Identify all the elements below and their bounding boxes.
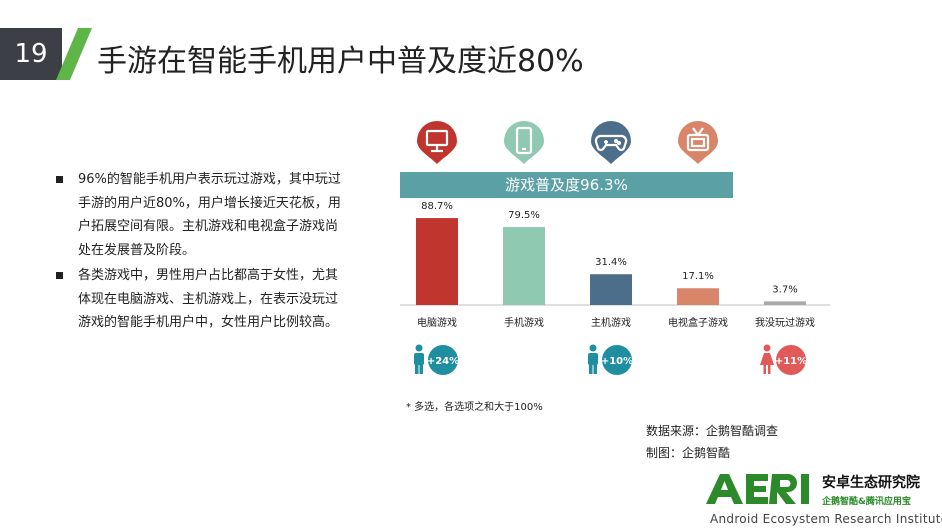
bullet-item: 96%的智能手机用户表示玩过游戏，其中玩过手游的用户近80%，用户增长接近天花板… (56, 168, 346, 262)
bar-value-label: 79.5% (508, 210, 540, 221)
category-label: 电视盒子游戏 (668, 316, 728, 329)
category-label: 主机游戏 (591, 316, 631, 329)
chart-title-banner (400, 172, 733, 198)
title-accent-slash (56, 28, 92, 80)
footnote: * 多选，各选项之和大于100% (406, 402, 543, 413)
gender-diff-badge (776, 345, 806, 375)
gender-diff-label: +11% (775, 356, 807, 367)
bar-value-label: 31.4% (595, 257, 627, 268)
male-figure-icon (414, 344, 424, 374)
gender-diff-label: +24% (427, 356, 459, 367)
page-title: 手游在智能手机用户中普及度近80% (97, 44, 584, 79)
page-number-box (0, 28, 62, 80)
gender-diff-badge (428, 345, 458, 375)
bar-4 (677, 288, 719, 305)
bar-1 (416, 218, 458, 305)
bar-value-label: 88.7% (421, 201, 453, 212)
tv-icon (678, 120, 718, 164)
category-label: 我没玩过游戏 (755, 316, 815, 329)
bar-value-label: 17.1% (682, 271, 714, 282)
logo-subtitle: 企鹅智酷&腾讯应用宝 (822, 497, 911, 507)
bullet-text: 96%的智能手机用户表示玩过游戏，其中玩过手游的用户近80%，用户增长接近天花板… (78, 172, 341, 258)
bar-value-label: 3.7% (772, 284, 797, 295)
male-figure-icon (588, 344, 598, 374)
gender-diff-label: +10% (601, 356, 633, 367)
gender-diff-badge (602, 345, 632, 375)
bar-3 (590, 274, 632, 305)
bar-2 (503, 227, 545, 305)
aeri-logo-icon (706, 474, 809, 504)
bullet-square-icon (56, 272, 63, 279)
gamepad-icon (591, 121, 631, 164)
category-label: 电脑游戏 (417, 316, 457, 329)
category-label: 手机游戏 (504, 316, 544, 329)
chart-maker: 制图：企鹅智酷 (646, 446, 731, 460)
computer-icon (417, 121, 457, 164)
data-source: 数据来源：企鹅智酷调查 (646, 424, 779, 438)
bullet-text: 各类游戏中，男性用户占比都高于女性，尤其体现在电脑游戏、主机游戏上，在表示没玩过… (78, 268, 339, 330)
game-penetration-chart: 88.7% 电脑游戏 79.5% 手机游戏 31.4% 主机游戏 17.1% 电视盒子游戏 3.… (400, 120, 830, 375)
female-figure-icon (760, 344, 774, 374)
bullet-square-icon (56, 176, 63, 183)
bullet-list: 96%的智能手机用户表示玩过游戏，其中玩过手游的用户近80%，用户增长接近天花板… (56, 168, 346, 337)
page-number: 19 (14, 39, 48, 69)
logo-chinese-name: 安卓生态研究院 (822, 475, 920, 491)
chart-title: 游戏普及度96.3% (505, 176, 628, 194)
smartphone-icon (504, 121, 544, 164)
logo-english-name: Android Ecosystem Research Institute (710, 512, 942, 526)
bullet-item: 各类游戏中，男性用户占比都高于女性，尤其体现在电脑游戏、主机游戏上，在表示没玩过… (56, 264, 346, 335)
bar-5 (764, 301, 806, 305)
